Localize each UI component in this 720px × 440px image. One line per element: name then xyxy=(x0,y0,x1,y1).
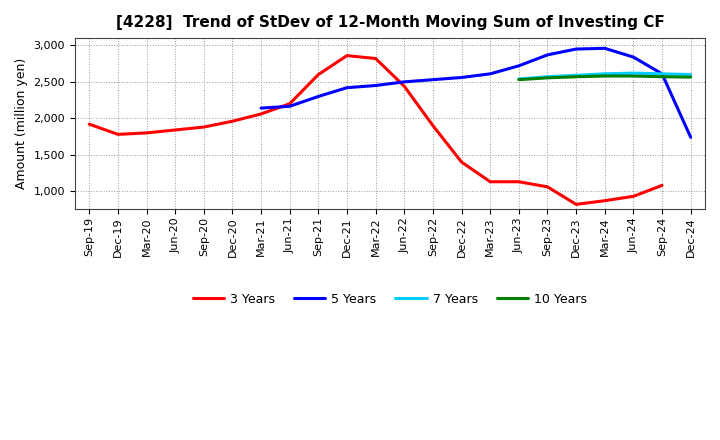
Title: [4228]  Trend of StDev of 12-Month Moving Sum of Investing CF: [4228] Trend of StDev of 12-Month Moving… xyxy=(116,15,665,30)
5 Years xyxy=(343,85,351,90)
Line: 5 Years: 5 Years xyxy=(261,48,690,137)
7 Years xyxy=(572,73,580,78)
7 Years xyxy=(629,70,638,76)
5 Years xyxy=(572,46,580,51)
5 Years xyxy=(457,75,466,80)
5 Years xyxy=(372,83,380,88)
5 Years xyxy=(257,106,266,111)
3 Years xyxy=(114,132,122,137)
3 Years xyxy=(142,130,150,136)
3 Years xyxy=(600,198,609,203)
10 Years xyxy=(515,77,523,82)
3 Years xyxy=(314,72,323,77)
3 Years xyxy=(629,194,638,199)
Line: 7 Years: 7 Years xyxy=(519,73,690,79)
3 Years xyxy=(400,84,408,89)
5 Years xyxy=(428,77,437,82)
3 Years xyxy=(372,56,380,61)
5 Years xyxy=(515,63,523,69)
10 Years xyxy=(629,73,638,79)
5 Years xyxy=(486,71,495,77)
5 Years xyxy=(657,71,666,77)
3 Years xyxy=(543,184,552,190)
3 Years xyxy=(657,183,666,188)
5 Years xyxy=(400,79,408,84)
5 Years xyxy=(686,135,695,140)
5 Years xyxy=(543,52,552,58)
7 Years xyxy=(543,74,552,79)
7 Years xyxy=(657,71,666,77)
3 Years xyxy=(228,119,237,124)
5 Years xyxy=(600,46,609,51)
3 Years xyxy=(343,53,351,58)
Line: 10 Years: 10 Years xyxy=(519,76,690,80)
7 Years xyxy=(600,71,609,77)
Y-axis label: Amount (million yen): Amount (million yen) xyxy=(15,58,28,189)
3 Years xyxy=(171,127,179,132)
3 Years xyxy=(85,121,94,127)
3 Years xyxy=(428,123,437,128)
10 Years xyxy=(686,74,695,80)
5 Years xyxy=(285,104,294,109)
10 Years xyxy=(543,75,552,81)
7 Years xyxy=(515,76,523,81)
Line: 3 Years: 3 Years xyxy=(89,55,662,204)
Legend: 3 Years, 5 Years, 7 Years, 10 Years: 3 Years, 5 Years, 7 Years, 10 Years xyxy=(188,288,593,311)
3 Years xyxy=(285,101,294,106)
7 Years xyxy=(686,72,695,77)
10 Years xyxy=(572,74,580,79)
3 Years xyxy=(572,202,580,207)
3 Years xyxy=(257,111,266,117)
10 Years xyxy=(657,74,666,79)
3 Years xyxy=(486,179,495,184)
3 Years xyxy=(515,179,523,184)
5 Years xyxy=(314,94,323,99)
5 Years xyxy=(629,55,638,60)
3 Years xyxy=(199,125,208,130)
10 Years xyxy=(600,73,609,79)
3 Years xyxy=(457,159,466,165)
